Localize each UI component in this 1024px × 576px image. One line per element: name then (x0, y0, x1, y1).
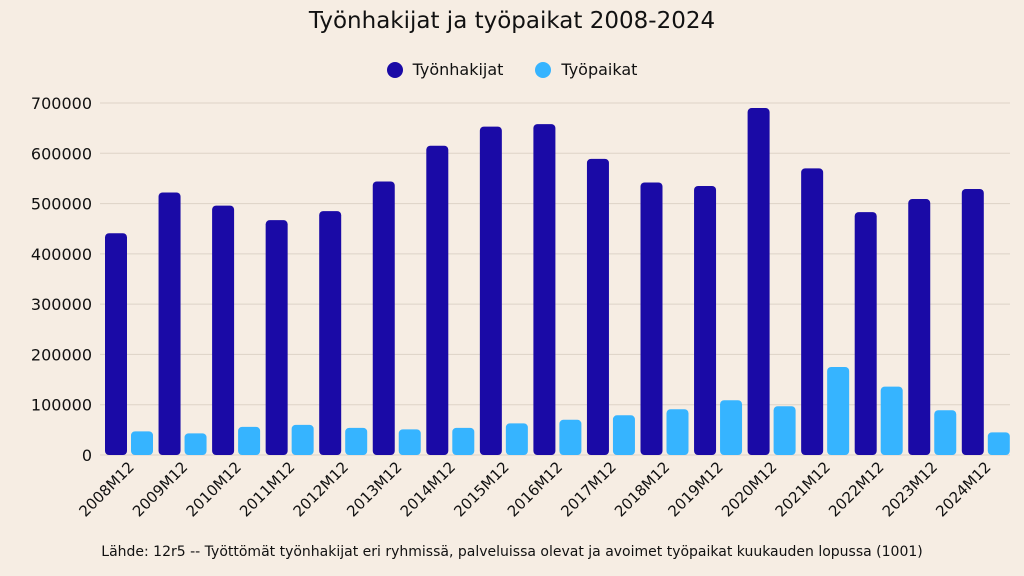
bar-tyonhakijat (801, 168, 824, 455)
bar-tyonhakijat (158, 192, 181, 455)
x-tick-label: 2009M12 (129, 458, 191, 520)
bar-tyopaikat (987, 432, 1010, 455)
bar-tyopaikat (345, 427, 368, 455)
x-tick-label: 2016M12 (504, 458, 566, 520)
legend: Työnhakijat Työpaikat (0, 60, 1024, 79)
bar-tyopaikat (131, 431, 153, 455)
legend-dot-tyonhakijat (386, 61, 403, 78)
bar-tyonhakijat (961, 188, 984, 455)
x-tick-label: 2021M12 (772, 458, 834, 520)
bar-tyonhakijat (586, 158, 609, 455)
legend-dot-tyopaikat (535, 61, 552, 78)
y-tick-label: 400000 (31, 245, 92, 264)
x-tick-label: 2015M12 (450, 458, 512, 520)
x-tick-label: 2012M12 (290, 458, 352, 520)
bar-tyopaikat (559, 419, 582, 455)
bar-tyopaikat (880, 386, 903, 455)
y-tick-label: 500000 (31, 195, 92, 214)
x-tick-label: 2020M12 (718, 458, 780, 520)
bar-tyonhakijat (479, 126, 502, 456)
bar-tyopaikat (452, 427, 475, 455)
bar-tyopaikat (934, 410, 957, 455)
legend-item-tyopaikat: Työpaikat (535, 60, 637, 79)
x-tick-label: 2022M12 (825, 458, 887, 520)
legend-label-tyonhakijat: Työnhakijat (412, 60, 504, 79)
x-tick-label: 2013M12 (343, 458, 405, 520)
bar-tyonhakijat (694, 185, 717, 455)
y-tick-label: 600000 (31, 144, 92, 163)
y-tick-label: 300000 (31, 295, 92, 314)
bar-tyopaikat (773, 406, 796, 455)
bar-tyonhakijat (426, 145, 449, 455)
x-tick-label: 2008M12 (75, 458, 137, 520)
legend-label-tyopaikat: Työpaikat (561, 60, 638, 79)
bar-tyonhakijat (212, 205, 235, 455)
bar-tyonhakijat (319, 211, 342, 455)
bar-tyonhakijat (854, 212, 877, 455)
x-tick-label: 2023M12 (879, 458, 941, 520)
bar-tyonhakijat (533, 124, 556, 456)
bar-tyopaikat (291, 424, 314, 455)
bar-tyopaikat (666, 409, 689, 455)
bar-tyonhakijat (747, 108, 770, 456)
x-tick-label: 2014M12 (397, 458, 459, 520)
source-note: Lähde: 12r5 -- Työttömät työnhakijat eri… (101, 544, 923, 560)
bar-tyopaikat (184, 433, 207, 455)
bar-tyonhakijat (372, 181, 395, 455)
bar-tyopaikat (612, 415, 635, 455)
bar-tyopaikat (398, 429, 421, 455)
bar-tyopaikat (238, 426, 261, 455)
bar-tyonhakijat (640, 182, 663, 456)
bar-tyopaikat (505, 423, 528, 455)
x-tick-label: 2017M12 (557, 458, 619, 520)
bar-tyonhakijat (265, 220, 288, 455)
chart-title: Työnhakijat ja työpaikat 2008-2024 (308, 8, 716, 34)
bar-tyopaikat (827, 367, 850, 455)
x-tick-label: 2018M12 (611, 458, 673, 520)
x-tick-label: 2024M12 (932, 458, 994, 520)
legend-item-tyonhakijat: Työnhakijat (386, 60, 504, 79)
bar-tyonhakijat (908, 199, 931, 455)
x-tick-label: 2019M12 (665, 458, 727, 520)
x-tick-label: 2011M12 (236, 458, 298, 520)
bar-tyopaikat (720, 400, 743, 455)
bar-tyonhakijat (105, 233, 127, 455)
y-tick-label: 700000 (31, 94, 92, 113)
x-tick-label: 2010M12 (183, 458, 245, 520)
y-tick-label: 100000 (31, 396, 92, 415)
y-tick-label: 0 (82, 446, 92, 465)
y-tick-label: 200000 (31, 345, 92, 364)
